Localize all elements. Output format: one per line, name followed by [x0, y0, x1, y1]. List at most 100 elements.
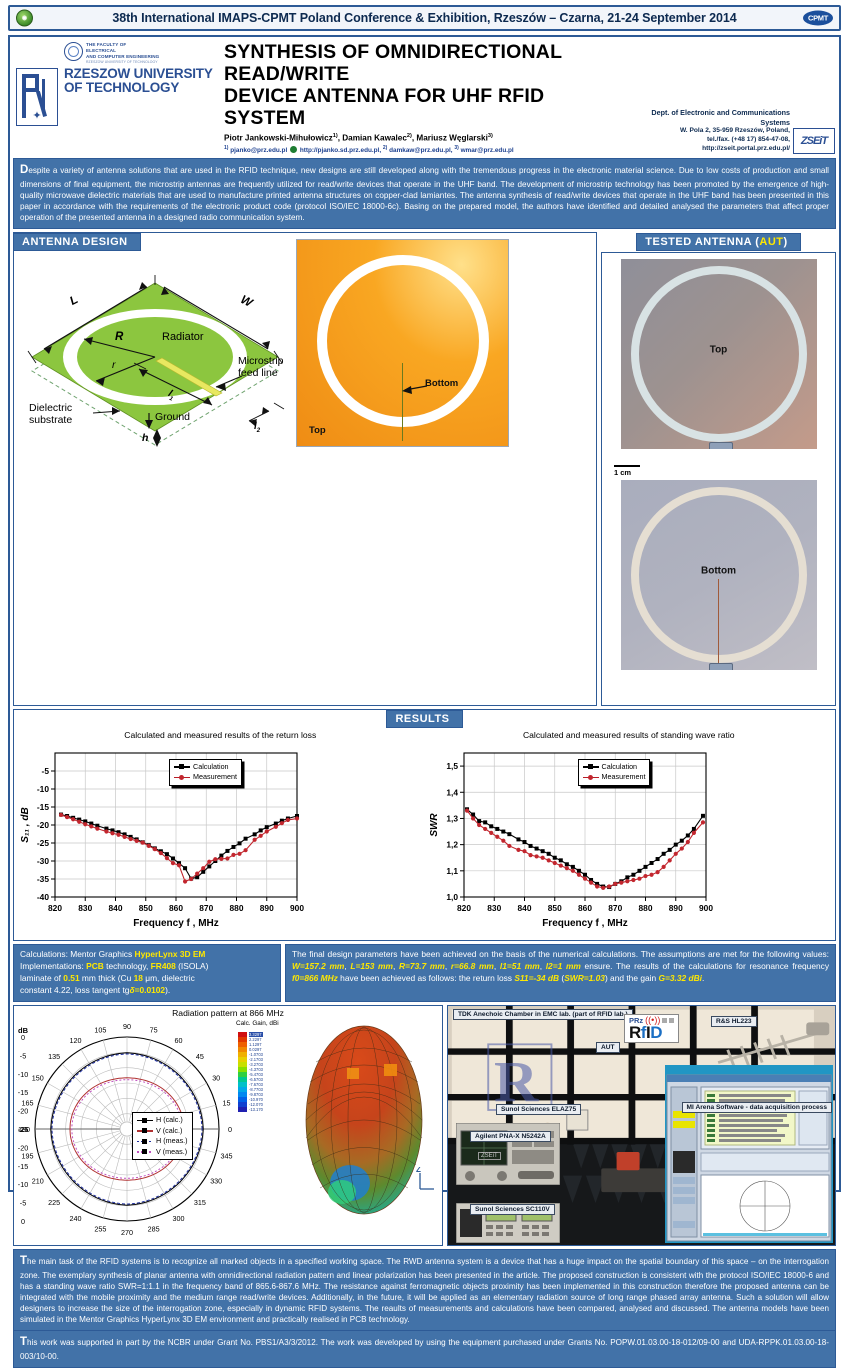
implementation-panel-wrap: Calculations: Mentor Graphics HyperLynx … [13, 943, 281, 1003]
final-params-mid3: ) and the gain [604, 972, 659, 983]
sep-5: , [539, 960, 546, 971]
faculty-line-2: ELECTRICAL [86, 48, 117, 54]
svg-text:270: 270 [121, 1228, 133, 1237]
svg-text:195: 195 [22, 1152, 34, 1161]
colorbar-swatch [238, 1032, 247, 1038]
faculty-line-1: THE FACULTY OF [86, 42, 127, 47]
tested-antenna-header: TESTED ANTENNA (AUT) [636, 232, 801, 251]
implementation-panel: Calculations: Mentor Graphics HyperLynx … [13, 943, 281, 1003]
legend-label-calculation: Calculation [193, 761, 229, 771]
colorbar-value: -12.070 [249, 1102, 263, 1108]
svg-text:150: 150 [32, 1074, 44, 1083]
impl-pcb: PCB [86, 960, 104, 971]
grant-dropcap: T [20, 1336, 28, 1349]
colorbar-swatch [238, 1072, 247, 1078]
swr-legend-marker-measurement [582, 775, 599, 779]
svg-text:-30: -30 [37, 856, 49, 866]
colorbar-value: -5.4703 [249, 1072, 263, 1078]
antenna-schematic-diagram: L W R r Radiator Microstrip feed line Di… [16, 253, 294, 455]
zseit-logo-icon: ZSEiT [793, 127, 835, 154]
svg-text:890: 890 [260, 903, 274, 913]
author-emails: 1) pjanko@prz.edu.pl http://pjanko.sd.pr… [224, 144, 514, 154]
author-2: , Damian Kawalec [337, 133, 407, 143]
colorbar-swatch [238, 1057, 247, 1063]
title-line-1: SYNTHESIS OF OMNIDIRECTIONAL READ/WRITE [224, 41, 562, 86]
svg-text:45: 45 [196, 1053, 204, 1062]
svg-text:255: 255 [94, 1225, 106, 1234]
schematic-label-r: r [112, 358, 116, 371]
author-3-sup: 3) [487, 133, 493, 140]
impl-fr408: FR408 [150, 960, 176, 971]
conclusions-panel: The main task of the RFID systems is to … [13, 1249, 836, 1332]
faculty-line-3: AND COMPUTER ENGINEERING [86, 54, 160, 60]
faculty-line-4: RZESZOW UNIVERSITY OF TECHNOLOGY [86, 60, 158, 65]
svg-text:-25: -25 [37, 838, 49, 848]
legend-marker-measurement [174, 775, 190, 779]
polar-legend-marker-v-meas [137, 1149, 153, 1154]
svg-text:1,1: 1,1 [446, 866, 458, 876]
loss-tangent-value: =0.0102 [134, 984, 166, 995]
svg-text:165: 165 [22, 1099, 34, 1108]
svg-text:-15: -15 [18, 1162, 28, 1171]
svg-text:-10: -10 [18, 1070, 28, 1079]
university-block: THE FACULTY OF ELECTRICAL AND COMPUTER E… [64, 40, 214, 154]
scale-bar-label: 1 cm [614, 467, 632, 477]
department-block: Dept. of Electronic and Communications S… [635, 40, 835, 154]
schematic-label-l2: l [254, 420, 257, 432]
schematic-label-microstrip-1: Microstrip [238, 354, 284, 367]
svg-text:120: 120 [70, 1036, 82, 1045]
colorbar-swatch [238, 1037, 247, 1043]
colorbar-value: -7.6703 [249, 1082, 263, 1088]
rfid-logo-i: I [645, 1023, 651, 1043]
svg-text:0: 0 [228, 1125, 232, 1134]
antenna-design-section: ANTENNA DESIGN [13, 231, 597, 706]
simulation-label-top: Top [309, 424, 326, 436]
email-1-sup: 1) [224, 144, 229, 151]
svg-text:60: 60 [175, 1036, 183, 1045]
laboratory-photos-section: R [447, 1005, 836, 1247]
param-l1: l1=51 mm [499, 960, 540, 971]
schematic-label-ground: Ground [155, 410, 191, 423]
rfid-logo-r: R [629, 1023, 641, 1043]
legend-label-measurement: Measurement [193, 772, 237, 782]
title-area: SYNTHESIS OF OMNIDIRECTIONAL READ/WRITE … [218, 40, 631, 154]
svg-text:-15: -15 [18, 1089, 28, 1098]
gain-colorbar: Calc. Gain, dBi 3.3297 2.2297 1.1297 0.0297… [236, 1018, 292, 1245]
param-gain: G=3.32 dBi [658, 972, 703, 983]
rfid-signal-icon: ((•)) [645, 1015, 661, 1026]
colorbar-swatch [238, 1107, 247, 1113]
final-params-mid: ensure. The results of the calculations … [580, 960, 830, 971]
sma-connector-bottom-icon [708, 662, 733, 670]
lam-thickness: 0.51 [63, 972, 80, 983]
swr-legend-marker-calculation [582, 764, 599, 769]
tested-antenna-photos: Top 1 cm Bottom [601, 251, 836, 706]
lam-pre: laminate of [20, 972, 64, 983]
swr-legend-label-measurement: Measurement [601, 772, 646, 782]
email-2[interactable]: damkaw@prz.edu.pl [389, 146, 451, 154]
email-website[interactable]: http://pjanko.sd.prz.edu.pl [299, 146, 380, 154]
university-name: RZESZOW UNIVERSITY OF TECHNOLOGY [64, 66, 214, 96]
radiation-row: Radiation pattern at 866 MHz 0 15 30 45 60 75… [13, 1005, 836, 1247]
email-1[interactable]: pjanko@prz.edu.pl [230, 146, 288, 154]
polar-legend-label-h-meas: H (meas.) [156, 1136, 188, 1146]
svg-text:840: 840 [517, 903, 531, 913]
gain-colorbar-title: Calc. Gain, dBi [236, 1020, 279, 1028]
svg-text:Frequency f , MHz: Frequency f , MHz [542, 918, 628, 929]
results-charts: Calculated and measured results of the r… [14, 728, 835, 940]
tested-antenna-header-post: ) [783, 235, 788, 248]
polar-legend: H (calc.) V (calc.) H (meas.) V (meas.) [132, 1112, 193, 1161]
mi-arena-software-screenshot [665, 1065, 833, 1244]
email-3[interactable]: wmar@prz.edu.pl [460, 146, 514, 154]
svg-text:30: 30 [212, 1074, 220, 1083]
svg-text:0: 0 [21, 1217, 25, 1226]
label-mi-arena: MI Arena Software - data acquisition pro… [681, 1102, 832, 1114]
colorbar-value: -8.7703 [249, 1087, 263, 1093]
legend-marker-calculation [174, 764, 190, 769]
conclusions-section: The main task of the RFID systems is to … [13, 1249, 836, 1332]
colorbar-value: -6.5703 [249, 1077, 263, 1083]
gain-colorbar-strip [238, 1032, 247, 1113]
svg-text:-10: -10 [37, 784, 49, 794]
svg-text:-5: -5 [20, 1199, 26, 1208]
svg-text:820: 820 [48, 903, 62, 913]
label-anechoic-chamber: TDK Anechoic Chamber in EMC lab. (part o… [453, 1009, 633, 1021]
